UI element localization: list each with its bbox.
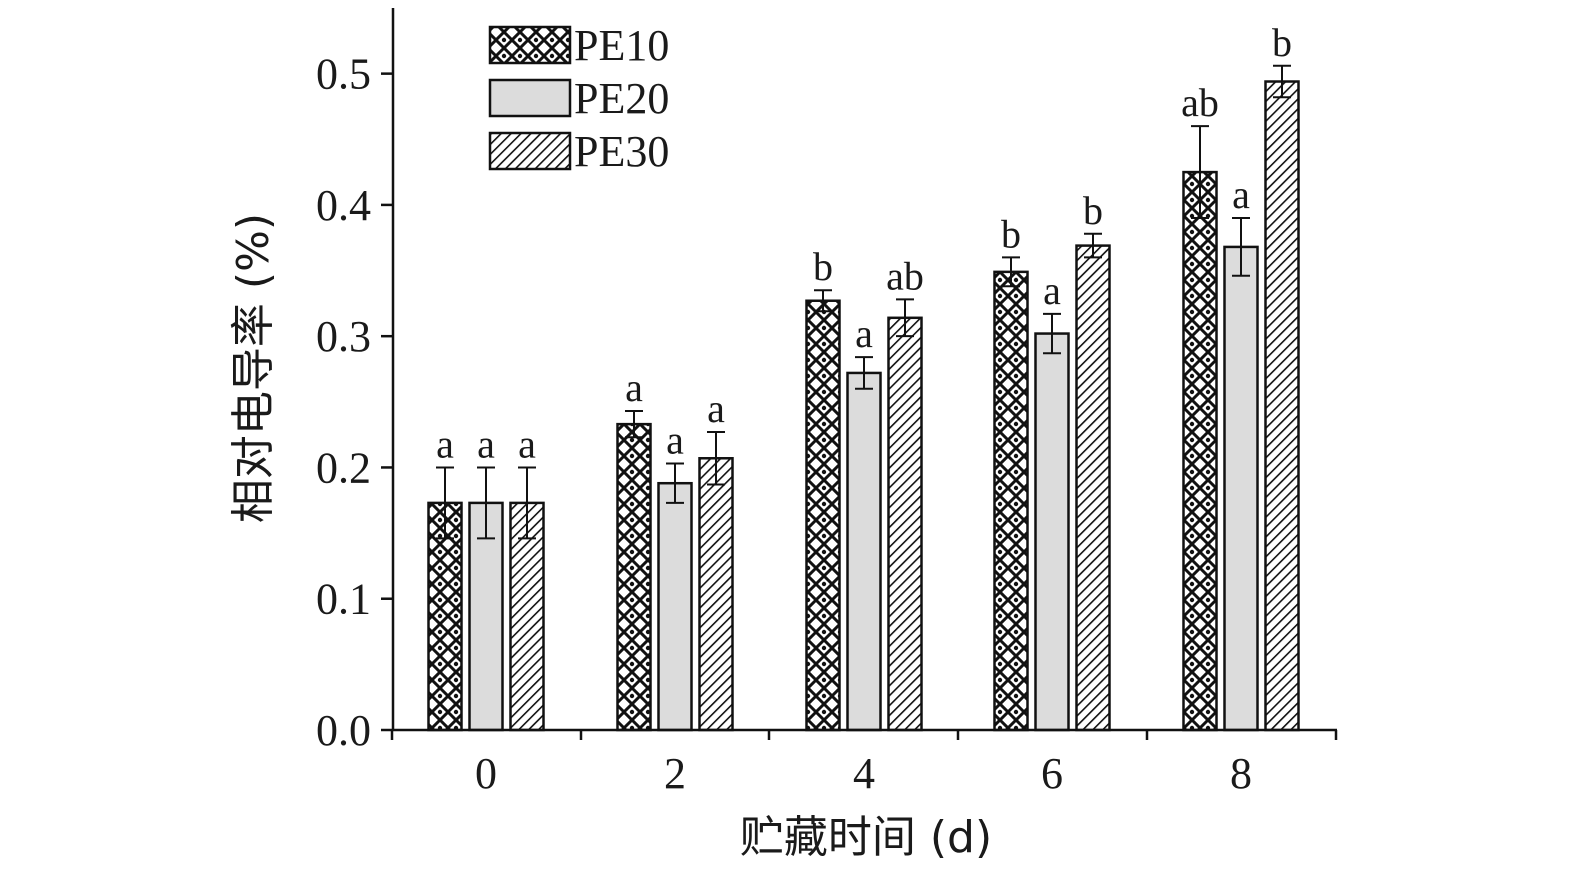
significance-label-pe10-0: a [436,421,454,466]
significance-label-pe10-2: a [625,365,643,410]
bar-pe20-4 [846,371,882,732]
y-tick-label: 0.4 [316,181,371,230]
legend-label-pe10: PE10 [574,21,669,70]
y-tick-label: 0.0 [316,706,371,755]
significance-label-pe30-8: b [1272,20,1292,65]
bar-pe30-0 [509,501,545,732]
bar-pe10-4 [805,299,841,732]
y-tick-label: 0.2 [316,443,371,492]
significance-label-pe30-4: ab [886,253,924,298]
bar-pe30-2 [698,457,734,732]
significance-label-pe20-2: a [666,418,684,463]
bar-pe10-8 [1182,170,1218,732]
bar-pe30-4 [887,316,923,732]
x-axis-title: 贮藏时间 (d) [740,812,992,863]
legend-label-pe30: PE30 [574,127,669,176]
significance-label-pe20-6: a [1043,268,1061,313]
legend-label-pe20: PE20 [574,74,669,123]
bar-pe20-6 [1034,332,1070,732]
bar-pe20-8 [1223,245,1259,732]
significance-label-pe30-6: b [1083,188,1103,233]
bar-pe30-8 [1264,80,1300,732]
significance-label-pe30-0: a [518,421,536,466]
y-axis-title: 相对电导率 (%) [228,213,279,523]
y-tick-label: 0.1 [316,575,371,624]
significance-label-pe10-4: b [813,244,833,289]
y-tick-label: 0.3 [316,312,371,361]
significance-label-pe20-4: a [855,311,873,356]
bar-pe20-2 [657,481,693,732]
x-tick-label: 2 [664,749,686,798]
x-tick-label: 8 [1230,749,1252,798]
bar-pe10-6 [993,270,1029,732]
bar-pe10-2 [616,422,652,732]
bar-pe30-6 [1075,244,1111,732]
axes: 0.0 0.1 0.2 0.3 0.4 0.5 0 2 4 6 8 [316,8,1338,798]
significance-label-pe10-6: b [1001,211,1021,256]
significance-label-pe10-8: ab [1181,80,1219,125]
significance-label-pe20-8: a [1232,172,1250,217]
x-tick-label: 4 [853,749,875,798]
significance-label-pe20-0: a [477,421,495,466]
legend-swatch-pe10 [488,25,572,65]
legend-swatch-pe20 [488,78,572,118]
legend-swatch-pe30 [488,131,572,171]
y-tick-label: 0.5 [316,50,371,99]
significance-label-pe30-2: a [707,386,725,431]
x-tick-label: 6 [1041,749,1063,798]
x-tick-label: 0 [475,749,497,798]
